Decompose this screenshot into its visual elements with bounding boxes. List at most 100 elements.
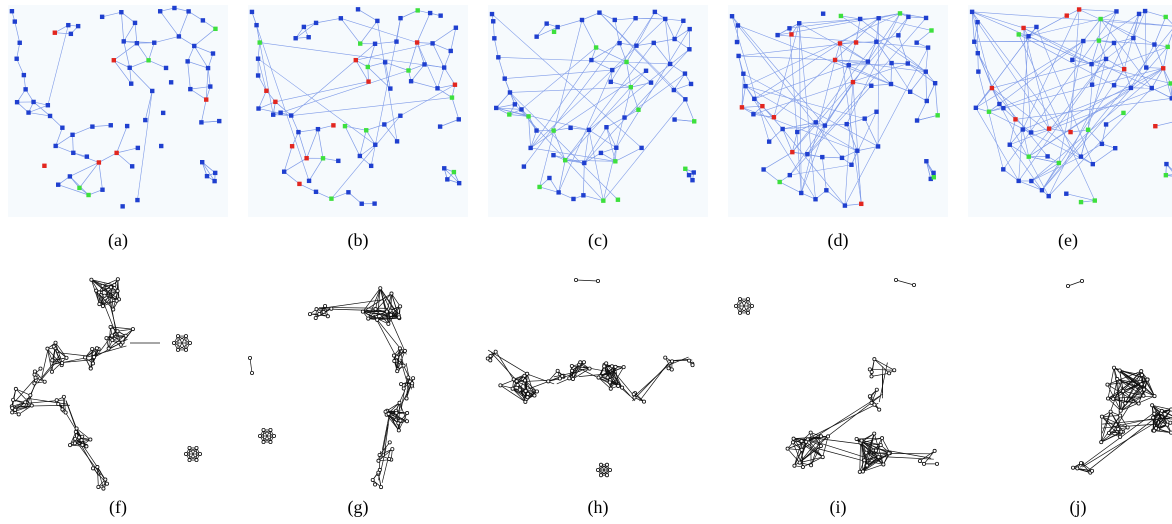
network-edge (1031, 68, 1164, 182)
network-edge (782, 128, 793, 153)
network-edge (839, 43, 862, 204)
network-node (146, 58, 151, 63)
network-node (578, 360, 583, 365)
network-edge (1101, 124, 1107, 144)
network-edge (194, 28, 216, 47)
network-edge (1151, 68, 1164, 89)
network-edge (201, 120, 220, 123)
network-node (813, 120, 818, 125)
network-node (372, 201, 377, 206)
network-edge (512, 388, 528, 398)
network-node (880, 436, 885, 441)
network-node (111, 307, 116, 312)
network-node (1141, 393, 1146, 398)
network-panel-d (728, 5, 948, 217)
network-edge (528, 116, 537, 131)
network-edge (1078, 9, 1155, 45)
network-node (544, 21, 549, 26)
network-edge (745, 13, 901, 87)
network-node (205, 65, 211, 71)
network-node (1029, 178, 1034, 184)
network-node (129, 164, 135, 169)
network-edge (1079, 409, 1159, 468)
network-node (809, 463, 814, 468)
network-node (736, 53, 741, 59)
network-edge (406, 377, 409, 399)
network-node (405, 411, 410, 416)
network-node (61, 394, 66, 399)
network-node (569, 363, 574, 368)
network-edge (367, 43, 376, 68)
network-node (1099, 414, 1104, 419)
network-edge (844, 203, 862, 206)
network-node (1045, 154, 1050, 159)
network-edge (799, 23, 869, 62)
network-edge (72, 126, 93, 136)
network-edge (1028, 18, 1101, 37)
network-node (402, 348, 407, 353)
network-edge (117, 331, 122, 345)
network-edge (257, 58, 376, 145)
network-node (66, 22, 71, 28)
network-node (47, 113, 53, 119)
network-edge (173, 335, 187, 344)
network-edge (1145, 10, 1166, 18)
network-edge (123, 41, 131, 68)
network-edge (745, 86, 816, 200)
network-edge (1091, 63, 1171, 84)
network-edge (47, 25, 69, 106)
network-edge (51, 357, 67, 373)
network-edge (1124, 374, 1143, 404)
network-node (247, 356, 252, 361)
network-edge (377, 20, 398, 142)
network-node (1078, 199, 1084, 205)
network-node (790, 149, 795, 155)
caption-c: (c) (588, 230, 608, 250)
network-node (394, 139, 400, 144)
network-node (115, 329, 120, 334)
network-node (615, 197, 621, 202)
network-edge (787, 448, 800, 463)
network-node (813, 197, 818, 202)
network-edge (547, 370, 558, 382)
network-node (1021, 25, 1026, 31)
network-edge (526, 373, 535, 396)
network-node (1165, 422, 1170, 427)
network-node (886, 451, 891, 456)
network-edge (565, 159, 616, 162)
network-edge (866, 433, 875, 466)
network-edge (249, 357, 253, 374)
network-node (643, 68, 649, 73)
network-edge (368, 314, 399, 319)
network-edge (437, 84, 456, 89)
network-edge (263, 429, 271, 443)
network-node (398, 304, 403, 309)
network-edge (737, 25, 911, 93)
network-edge (907, 63, 936, 84)
network-edge (871, 83, 892, 87)
network-edge (1098, 13, 1140, 41)
network-node (111, 58, 117, 63)
network-edge (116, 147, 138, 154)
network-node (23, 87, 28, 92)
network-node (163, 65, 169, 71)
network-node (751, 112, 756, 117)
network-edge (116, 152, 133, 167)
network-node (648, 80, 654, 85)
network-node (1080, 278, 1085, 283)
network-node (398, 15, 403, 21)
network-node (42, 379, 47, 384)
network-edge (444, 168, 460, 184)
network-edge (190, 88, 207, 100)
network-node (1119, 429, 1124, 434)
network-edge (1023, 27, 1092, 65)
network-node (507, 112, 512, 117)
network-node (115, 289, 120, 294)
network-node (104, 336, 109, 341)
network-edge (826, 190, 846, 206)
network-node (261, 440, 266, 445)
network-node (21, 72, 27, 78)
network-edge (553, 130, 566, 161)
network-edge (386, 311, 400, 318)
network-node (766, 139, 772, 144)
